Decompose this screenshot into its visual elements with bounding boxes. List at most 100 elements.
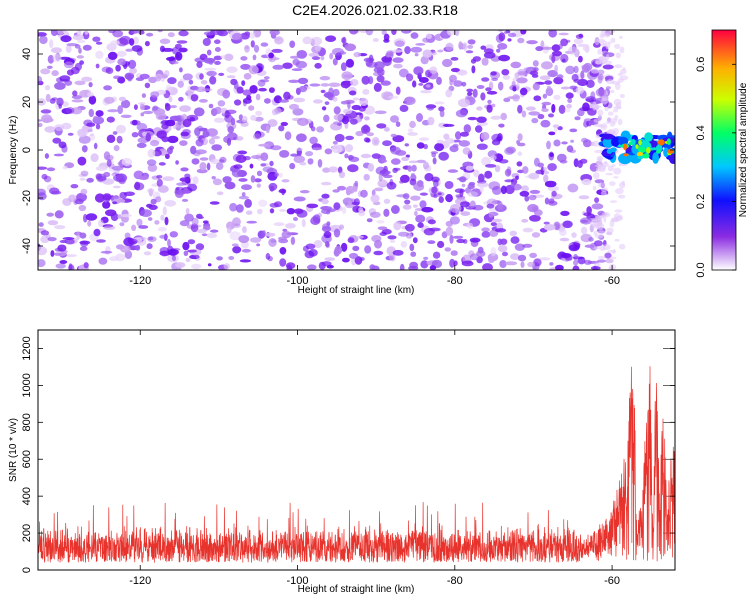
spectrogram-cell xyxy=(332,140,338,145)
spectrogram-cell xyxy=(532,82,540,91)
spectrogram-cell xyxy=(79,232,87,239)
spectrogram-cell xyxy=(333,114,344,121)
spectrogram-cell xyxy=(602,244,611,251)
spectrogram-cell xyxy=(546,140,551,150)
spectrogram-cell xyxy=(455,109,468,118)
spectrogram-cell xyxy=(341,37,346,44)
spectrogram-cell xyxy=(423,256,429,260)
x-tick-label: -80 xyxy=(447,575,463,587)
spectrogram-cell xyxy=(366,132,374,137)
spectrogram-cell xyxy=(371,136,380,146)
spectrogram-cell xyxy=(522,227,534,233)
spectrogram-cell xyxy=(92,36,101,42)
spectrogram-cell xyxy=(210,158,221,165)
spectrogram-cell xyxy=(416,142,425,149)
spectrogram-cell xyxy=(613,105,622,110)
spectrogram-cell xyxy=(565,65,575,75)
spectrogram-cell xyxy=(141,93,146,98)
spectrogram-peak-cell xyxy=(657,139,665,146)
spectrogram-cell xyxy=(519,190,530,197)
spectrogram-cell xyxy=(202,220,209,224)
spectrogram-cell xyxy=(161,74,168,79)
spectrogram-cell xyxy=(308,52,320,57)
spectrogram-signal-cell xyxy=(606,148,613,154)
snr-x-label: Height of straight line (km) xyxy=(298,584,415,595)
spectrogram-cell xyxy=(376,75,385,83)
spectrogram-cell xyxy=(516,82,520,91)
spectrogram-cell xyxy=(459,176,467,183)
spectrogram-cell xyxy=(196,228,207,234)
spectrogram-cell xyxy=(469,200,476,209)
spectrogram-cell xyxy=(38,32,47,37)
spectrogram-cell xyxy=(526,40,538,45)
spectrogram-cell xyxy=(507,38,512,42)
spectrogram-cell xyxy=(561,141,568,145)
spectrogram-cell xyxy=(605,258,614,264)
spectrogram-cell xyxy=(593,230,598,236)
spectrogram-cell xyxy=(164,200,177,207)
spectrogram-cell xyxy=(570,139,574,143)
snr-x-axis: -120 -100 -80 -60 xyxy=(129,330,620,587)
spectrogram-cell xyxy=(383,198,391,204)
spectrogram-cell xyxy=(304,250,315,259)
spectrogram-cell xyxy=(190,223,199,233)
spectrogram-cell xyxy=(59,260,68,264)
spectrogram-cell xyxy=(481,227,490,232)
spectrogram-cell xyxy=(567,98,573,104)
spectrogram-cell xyxy=(106,134,116,143)
spectrogram-blobs xyxy=(38,30,675,270)
spectrogram-cell xyxy=(38,188,46,196)
spectrogram-cell xyxy=(179,177,190,182)
spectrogram-cell xyxy=(517,69,526,77)
spectrogram-cell xyxy=(551,190,557,197)
spectrogram-cell xyxy=(136,142,147,149)
spectrogram-cell xyxy=(131,45,143,52)
spectrogram-cell xyxy=(296,147,304,151)
spectrogram-cell xyxy=(97,176,107,182)
spectrogram-cell xyxy=(410,251,417,257)
spectrogram-cell xyxy=(175,262,186,268)
spectrogram-cell xyxy=(274,172,279,177)
spectrogram-cell xyxy=(614,82,621,91)
spectrogram-cell xyxy=(599,33,605,39)
spectrogram-cell xyxy=(111,173,116,177)
x-tick-label: -120 xyxy=(129,275,151,287)
spectrogram-cell xyxy=(132,119,138,126)
spectrogram-cell xyxy=(607,111,614,116)
spectrogram-cell xyxy=(265,232,276,237)
spectrogram-cell xyxy=(289,55,300,59)
spectrogram-cell xyxy=(475,125,483,133)
spectrogram-cell xyxy=(476,116,487,123)
spectrogram-cell xyxy=(554,64,558,73)
spectrogram-cell xyxy=(410,173,415,177)
spectrogram-cell xyxy=(295,60,307,69)
spectrogram-cell xyxy=(409,261,418,269)
spectrogram-cell xyxy=(544,180,557,188)
spectrogram-cell xyxy=(383,208,390,217)
spectrogram-cell xyxy=(559,237,570,242)
spectrogram-cell xyxy=(571,73,579,82)
colorbar-gradient xyxy=(711,29,737,271)
spectrogram-cell xyxy=(593,118,601,123)
spectrogram-cell xyxy=(105,67,114,74)
spectrogram-cell xyxy=(84,30,89,35)
spectrogram-cell xyxy=(57,30,64,35)
spectrogram-cell xyxy=(615,52,622,59)
spectrogram-cell xyxy=(376,220,385,224)
spectrogram-cell xyxy=(593,222,603,228)
spectrogram-cell xyxy=(130,30,139,34)
spectrogram-cell xyxy=(450,250,458,256)
spectrogram-cell xyxy=(613,98,622,106)
spectrogram-cell xyxy=(400,174,410,183)
spectrogram-cell xyxy=(326,264,334,269)
spectrogram-cell xyxy=(113,75,122,80)
spectrogram-cell xyxy=(429,265,437,270)
spectrogram-cell xyxy=(480,92,486,101)
spectrogram-cell xyxy=(450,57,459,61)
spectrogram-cell xyxy=(481,77,490,82)
spectrogram-cell xyxy=(77,39,86,44)
spectrogram-signal-cell xyxy=(644,132,653,142)
spectrogram-cell xyxy=(47,220,59,226)
spectrogram-cell xyxy=(585,96,596,103)
spectrogram-cell xyxy=(234,99,242,106)
